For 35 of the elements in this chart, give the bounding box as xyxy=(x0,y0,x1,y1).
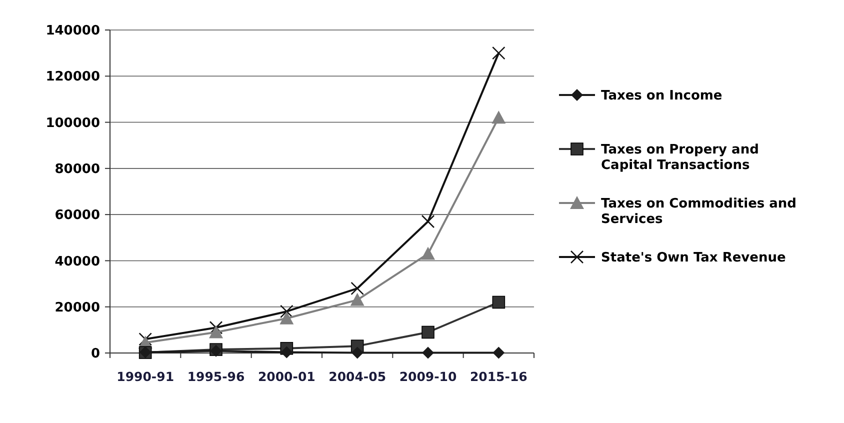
point xyxy=(421,214,435,228)
point xyxy=(492,296,506,309)
point xyxy=(422,346,434,359)
point xyxy=(492,46,506,60)
point xyxy=(421,246,435,260)
point xyxy=(209,325,223,338)
point xyxy=(138,332,152,346)
y-tick-label: 80000 xyxy=(54,162,100,177)
x-tick-label: 1990-91 xyxy=(116,369,174,384)
x-tick-label: 1995-96 xyxy=(187,369,245,384)
point xyxy=(280,304,294,318)
x-tick-label: 2009-10 xyxy=(399,369,457,384)
y-tick-label: 120000 xyxy=(46,70,100,85)
y-tick-label: 60000 xyxy=(54,208,100,224)
x-tick-label: 2000-01 xyxy=(258,369,316,384)
point xyxy=(422,326,434,339)
x-tick-label: 2004-05 xyxy=(328,369,386,384)
legend-label: State's Own Tax Revenue xyxy=(601,250,786,266)
y-tick-label: 0 xyxy=(90,346,100,362)
y-tick-label: 40000 xyxy=(54,254,100,270)
point xyxy=(280,311,294,324)
legend-label: Taxes on Commodities and Services xyxy=(601,196,796,228)
point xyxy=(350,282,364,296)
y-tick-label: 140000 xyxy=(46,24,100,39)
point xyxy=(209,320,223,334)
y-tick-label: 20000 xyxy=(54,300,100,316)
point xyxy=(280,346,293,358)
point xyxy=(492,346,505,359)
x-tick-label: 2015-16 xyxy=(470,369,528,384)
point xyxy=(351,346,364,359)
point xyxy=(350,292,364,306)
point xyxy=(492,110,506,124)
legend-label: Taxes on Propery and Capital Transactions xyxy=(601,142,759,174)
y-tick-label: 100000 xyxy=(46,116,100,131)
legend-label: Taxes on Income xyxy=(601,88,722,104)
